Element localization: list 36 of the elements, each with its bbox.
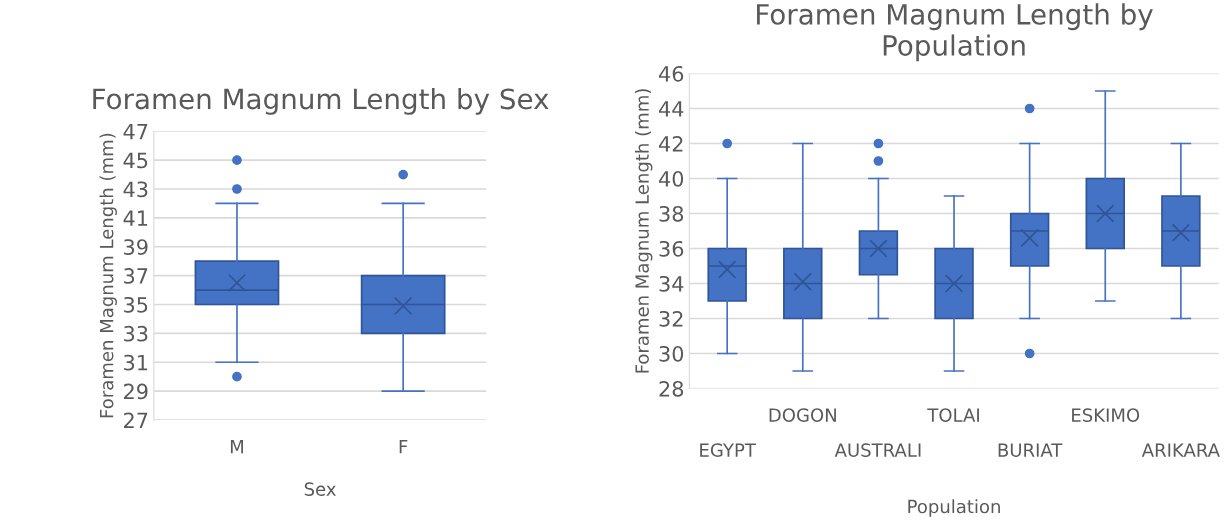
y-tick-label: 46	[659, 65, 684, 82]
x-tick-label: EGYPT	[700, 443, 756, 457]
x-tick-label: BURIAT	[998, 443, 1063, 457]
x-tick-label: ESKIMO	[1072, 408, 1140, 422]
y-tick-label: 27	[124, 412, 148, 428]
y-tick-label: 34	[659, 275, 684, 292]
y-axis-title: Foramen Magnum Length (mm)	[99, 133, 117, 418]
y-tick-label: 30	[659, 345, 684, 362]
chart-title: Foramen Magnum Length by Population	[757, 3, 1153, 62]
y-tick-label: 43	[123, 181, 148, 198]
y-axis-title: Foramen Magnum Length (mm)	[634, 89, 653, 373]
x-tick-label: DOGON	[769, 408, 836, 422]
x-tick-label: M	[230, 440, 243, 454]
y-tick-label: 39	[124, 239, 148, 255]
y-tick-label: 44	[659, 101, 684, 117]
y-tick-label: 38	[659, 205, 684, 222]
y-tick-label: 42	[659, 135, 683, 152]
chart-title: Foramen Magnum Length by Sex	[93, 87, 549, 115]
x-tick-label: TOLAI	[927, 408, 979, 422]
x-tick-label: AUSTRALI	[834, 443, 921, 457]
y-tick-label: 29	[124, 383, 148, 400]
x-tick-label: ARIKARA	[1141, 443, 1220, 457]
y-tick-label: 45	[123, 152, 148, 169]
y-tick-label: 36	[659, 240, 684, 257]
y-tick-label: 28	[659, 380, 684, 397]
x-axis-title: Sex	[304, 482, 336, 496]
y-tick-label: 32	[659, 310, 683, 327]
x-axis-title: Population	[908, 499, 1000, 517]
y-tick-label: 35	[124, 296, 148, 313]
y-tick-label: 40	[659, 170, 684, 187]
y-tick-label: 41	[123, 210, 148, 226]
y-tick-label: 33	[124, 325, 148, 342]
x-tick-label: F	[399, 440, 408, 454]
y-tick-label: 37	[124, 268, 148, 284]
y-tick-label: 31	[124, 354, 148, 371]
y-tick-label: 47	[123, 123, 148, 140]
